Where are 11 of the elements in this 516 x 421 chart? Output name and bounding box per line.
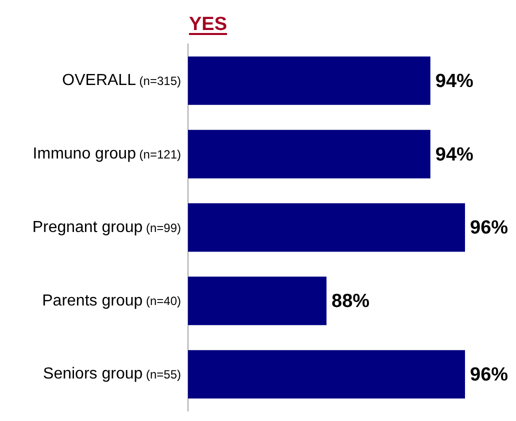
- data-label: 88%: [332, 291, 370, 312]
- y-tick-label: Immuno group (n=121): [32, 146, 182, 163]
- chart-title: YES: [189, 14, 228, 35]
- data-label: 96%: [470, 218, 508, 239]
- data-label: 94%: [435, 144, 474, 166]
- y-tick-label: OVERALL (n=315): [62, 72, 182, 90]
- y-tick-label: Parents group (n=40): [42, 292, 182, 310]
- y-tick-label: Pregnant group (n=99): [32, 218, 182, 236]
- data-label: 94%: [435, 70, 474, 92]
- data-label: 96%: [470, 364, 508, 386]
- y-tick-label: Seniors group (n=55): [43, 366, 182, 383]
